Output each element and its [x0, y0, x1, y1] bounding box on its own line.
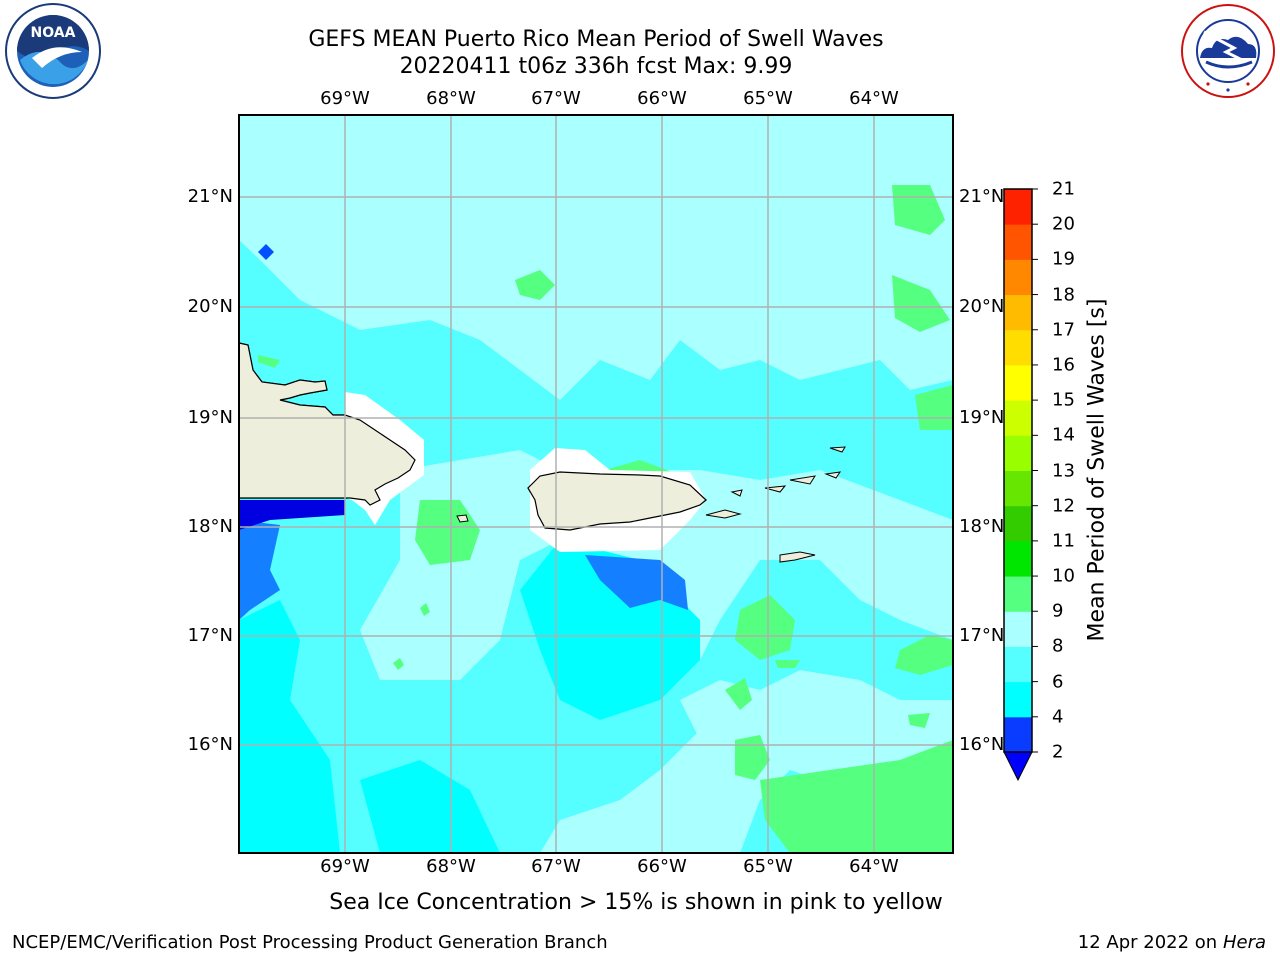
colorbar-tick-label: 2 [1052, 741, 1064, 763]
lat-label-right: 20°N [959, 296, 1005, 317]
colorbar-tick-label: 11 [1052, 530, 1075, 552]
map-frame [238, 114, 954, 854]
lat-label-right: 18°N [959, 516, 1005, 537]
lon-label-top: 69°W [320, 88, 370, 109]
colorbar-tick-label: 15 [1052, 389, 1075, 411]
colorbar-tick-label: 8 [1052, 635, 1064, 657]
colorbar-tick-label: 16 [1052, 354, 1075, 376]
colorbar-segment [1004, 400, 1032, 436]
lat-label-right: 19°N [959, 407, 1005, 428]
colorbar-extend-arrow [1003, 751, 1033, 782]
colorbar-tick-label: 4 [1052, 706, 1064, 728]
lat-label-left: 21°N [187, 186, 233, 207]
lon-label-bottom: 69°W [320, 856, 370, 877]
footer-date: 12 Apr 2022 on Hera [1078, 932, 1266, 953]
colorbar-tick-label: 9 [1052, 600, 1064, 622]
lat-label-right: 21°N [959, 186, 1005, 207]
footer-date-text: 12 Apr 2022 on [1077, 932, 1218, 953]
nws-logo [1178, 2, 1278, 100]
lon-label-top: 68°W [426, 88, 476, 109]
colorbar-segment [1004, 611, 1032, 647]
cyan-region-south [360, 760, 500, 853]
noaa-logo-text: NOAA [31, 25, 76, 41]
lat-label-left: 20°N [187, 296, 233, 317]
hispaniola-land-top [239, 342, 416, 506]
colorbar [1003, 188, 1038, 782]
light-region-north [239, 115, 953, 400]
colorbar-segment [1004, 259, 1032, 296]
lon-label-top: 65°W [743, 88, 793, 109]
lat-label-left: 16°N [187, 734, 233, 755]
footer-host: Hera [1222, 932, 1266, 953]
colorbar-segment [1004, 329, 1032, 366]
lat-label-left: 19°N [187, 407, 233, 428]
lat-label-right: 16°N [959, 734, 1005, 755]
colorbar-tick-label: 17 [1052, 319, 1075, 341]
chart-subtitle: 20220411 t06z 336h fcst Max: 9.99 [399, 54, 793, 79]
lon-label-bottom: 64°W [849, 856, 899, 877]
colorbar-title: Mean Period of Swell Waves [s] [1084, 298, 1110, 642]
lat-label-left: 17°N [187, 625, 233, 646]
colorbar-tick-label: 18 [1052, 284, 1075, 306]
colorbar-segment [1004, 576, 1032, 612]
graticule [239, 115, 953, 853]
colorbar-tick-label: 6 [1052, 671, 1064, 693]
cyan-region-west [239, 600, 340, 853]
colorbar-tick-label: 19 [1052, 248, 1075, 270]
colorbar-segment [1004, 364, 1032, 401]
colorbar-tick-label: 21 [1052, 178, 1075, 200]
lon-label-top: 66°W [637, 88, 687, 109]
lon-label-bottom: 67°W [531, 856, 581, 877]
colorbar-tick-label: 14 [1052, 424, 1075, 446]
colorbar-tick-label: 20 [1052, 213, 1075, 235]
colorbar-segment [1004, 716, 1032, 753]
lon-label-bottom: 66°W [637, 856, 687, 877]
lon-label-bottom: 65°W [743, 856, 793, 877]
colorbar-segment [1004, 646, 1032, 683]
colorbar-segment [1004, 435, 1032, 471]
colorbar-segment [1004, 224, 1032, 260]
lon-label-top: 64°W [849, 88, 899, 109]
colorbar-segment [1004, 189, 1032, 225]
lon-label-top: 67°W [531, 88, 581, 109]
colorbar-segment [1004, 505, 1032, 542]
colorbar-segment [1004, 294, 1032, 331]
colorbar-tick-label: 10 [1052, 565, 1075, 587]
colorbar-segment [1004, 681, 1032, 718]
lon-label-bottom: 68°W [426, 856, 476, 877]
sea-ice-note: Sea Ice Concentration > 15% is shown in … [329, 890, 943, 915]
colorbar-segment [1004, 540, 1032, 577]
colorbar-tick-label: 12 [1052, 495, 1075, 517]
lat-label-right: 17°N [959, 625, 1005, 646]
colorbar-tick-label: 13 [1052, 460, 1075, 481]
noaa-logo: NOAA [2, 2, 104, 100]
virgin-islands [456, 446, 846, 563]
footer-credit: NCEP/EMC/Verification Post Processing Pr… [12, 932, 608, 953]
lat-label-left: 18°N [187, 516, 233, 537]
chart-title: GEFS MEAN Puerto Rico Mean Period of Swe… [308, 27, 884, 52]
colorbar-segment [1004, 470, 1032, 507]
